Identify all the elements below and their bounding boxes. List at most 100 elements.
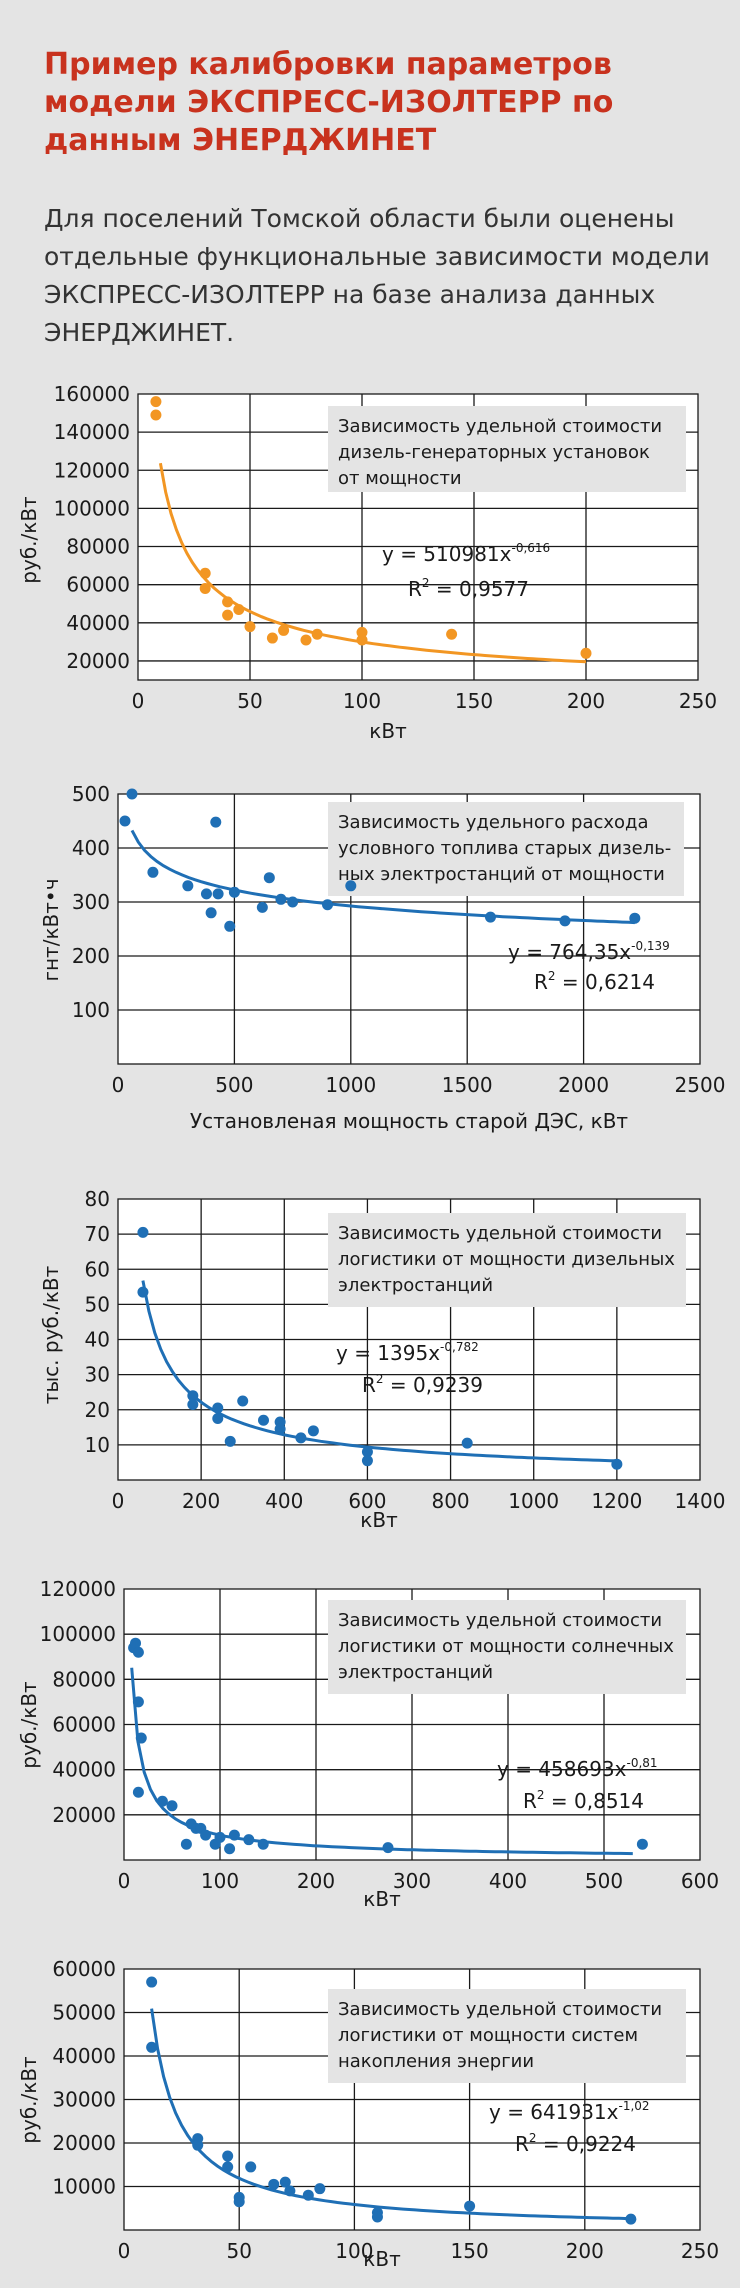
x-tick-label: 200: [566, 2239, 604, 2263]
caption-line: Зависимость удельной стоимости: [338, 1223, 662, 1244]
fit-r-squared: R2 = 0,9239: [362, 1372, 483, 1397]
y-axis-label: руб./кВт: [17, 1681, 41, 1769]
data-point: [224, 1435, 236, 1447]
data-point: [287, 896, 299, 908]
y-tick-label: 20000: [52, 2131, 116, 2155]
data-point: [263, 872, 275, 884]
data-point: [629, 912, 641, 924]
caption-line: Зависимость удельного расхода: [338, 812, 649, 833]
r-squared-label: R: [515, 2132, 529, 2156]
data-point: [559, 915, 571, 927]
caption-line: электростанций: [338, 1662, 493, 1683]
data-point: [284, 2185, 296, 2197]
x-tick-label: 50: [226, 2239, 251, 2263]
data-point: [224, 1843, 236, 1855]
y-tick-label: 50000: [52, 2001, 116, 2025]
data-point: [484, 911, 496, 923]
data-point: [245, 2161, 257, 2173]
fit-r-squared: R2 = 0,9224: [515, 2131, 636, 2156]
data-point: [222, 2150, 234, 2162]
y-tick-label: 20000: [52, 1803, 116, 1827]
caption-line: ных электростанций от мощности: [338, 864, 665, 885]
y-tick-label: 60000: [66, 573, 130, 597]
trend-curve: [141, 1280, 617, 1463]
x-tick-label: 600: [348, 1489, 386, 1513]
data-point: [275, 893, 287, 905]
r-squared-label: R: [523, 1789, 537, 1813]
y-tick-label: 80: [85, 1187, 110, 1211]
x-tick-label: 0: [118, 2239, 131, 2263]
data-point: [192, 2139, 204, 2151]
y-tick-label: 40000: [52, 2044, 116, 2068]
x-axis-label: кВт: [360, 1508, 398, 1532]
fit-equation-exponent: -0,616: [512, 541, 551, 555]
data-point: [314, 2183, 326, 2195]
data-point: [222, 2161, 234, 2173]
fit-equation-base: y = 641931x: [489, 2100, 619, 2124]
data-point: [205, 907, 217, 919]
data-point: [382, 1842, 394, 1854]
y-tick-label: 120000: [54, 458, 130, 482]
data-point: [636, 1838, 648, 1850]
fit-equation-base: y = 764,35x: [508, 940, 631, 964]
y-tick-label: 30: [85, 1363, 110, 1387]
data-point: [356, 634, 368, 646]
y-axis-label: руб./кВт: [17, 496, 41, 584]
y-tick-label: 100000: [54, 496, 130, 520]
x-tick-label: 500: [215, 1073, 253, 1097]
data-point: [274, 1423, 286, 1435]
x-tick-label: 1200: [591, 1489, 642, 1513]
data-point: [371, 2211, 383, 2223]
x-tick-label: 250: [681, 2239, 719, 2263]
x-tick-label: 1500: [442, 1073, 493, 1097]
caption-box: [328, 1600, 686, 1694]
data-point: [222, 596, 234, 608]
data-point: [126, 788, 138, 800]
data-point: [187, 1390, 199, 1402]
data-point: [146, 1976, 158, 1988]
fit-equation-exponent: -1,02: [619, 2099, 650, 2113]
data-point: [119, 815, 131, 827]
x-tick-label: 200: [182, 1489, 220, 1513]
y-tick-label: 40000: [66, 611, 130, 635]
data-point: [268, 2178, 280, 2190]
y-tick-label: 10: [85, 1433, 110, 1457]
data-point: [200, 888, 212, 900]
caption-line: логистики от мощности дизельных: [338, 1249, 675, 1270]
x-tick-label: 100: [335, 2239, 373, 2263]
data-point: [150, 396, 162, 408]
x-tick-label: 0: [118, 1869, 131, 1893]
data-point: [611, 1458, 623, 1470]
y-tick-label: 80000: [66, 535, 130, 559]
data-point: [137, 1286, 149, 1298]
data-point: [210, 816, 222, 828]
fit-equation-base: y = 510981x: [382, 542, 512, 566]
trend-curve: [130, 1667, 633, 1856]
data-point: [132, 1786, 144, 1798]
data-point: [182, 880, 194, 892]
data-point: [132, 1696, 144, 1708]
caption-line: Зависимость удельной стоимости: [338, 1610, 662, 1631]
x-tick-label: 0: [112, 1489, 125, 1513]
data-point: [580, 647, 592, 659]
y-tick-label: 80000: [52, 1667, 116, 1691]
data-point: [200, 1829, 212, 1841]
data-point: [361, 1455, 373, 1467]
fit-equation: y = 764,35x-0,139: [508, 939, 670, 964]
x-tick-label: 400: [489, 1869, 527, 1893]
data-point: [257, 1838, 269, 1850]
y-axis-label: гнт/кВт•ч: [39, 878, 63, 981]
fit-equation-exponent: -0,81: [627, 1756, 658, 1770]
y-tick-label: 10000: [52, 2175, 116, 2199]
x-tick-label: 150: [455, 689, 493, 713]
data-point: [361, 1446, 373, 1458]
y-tick-label: 50: [85, 1292, 110, 1316]
data-point: [132, 1646, 144, 1658]
fit-r-squared: R2 = 0,8514: [523, 1788, 644, 1813]
x-tick-label: 600: [681, 1869, 719, 1893]
y-tick-label: 70: [85, 1222, 110, 1246]
y-axis-label: тыс. руб./кВт: [39, 1265, 63, 1404]
data-point: [356, 626, 368, 638]
x-tick-label: 1000: [325, 1073, 376, 1097]
x-tick-label: 150: [451, 2239, 489, 2263]
